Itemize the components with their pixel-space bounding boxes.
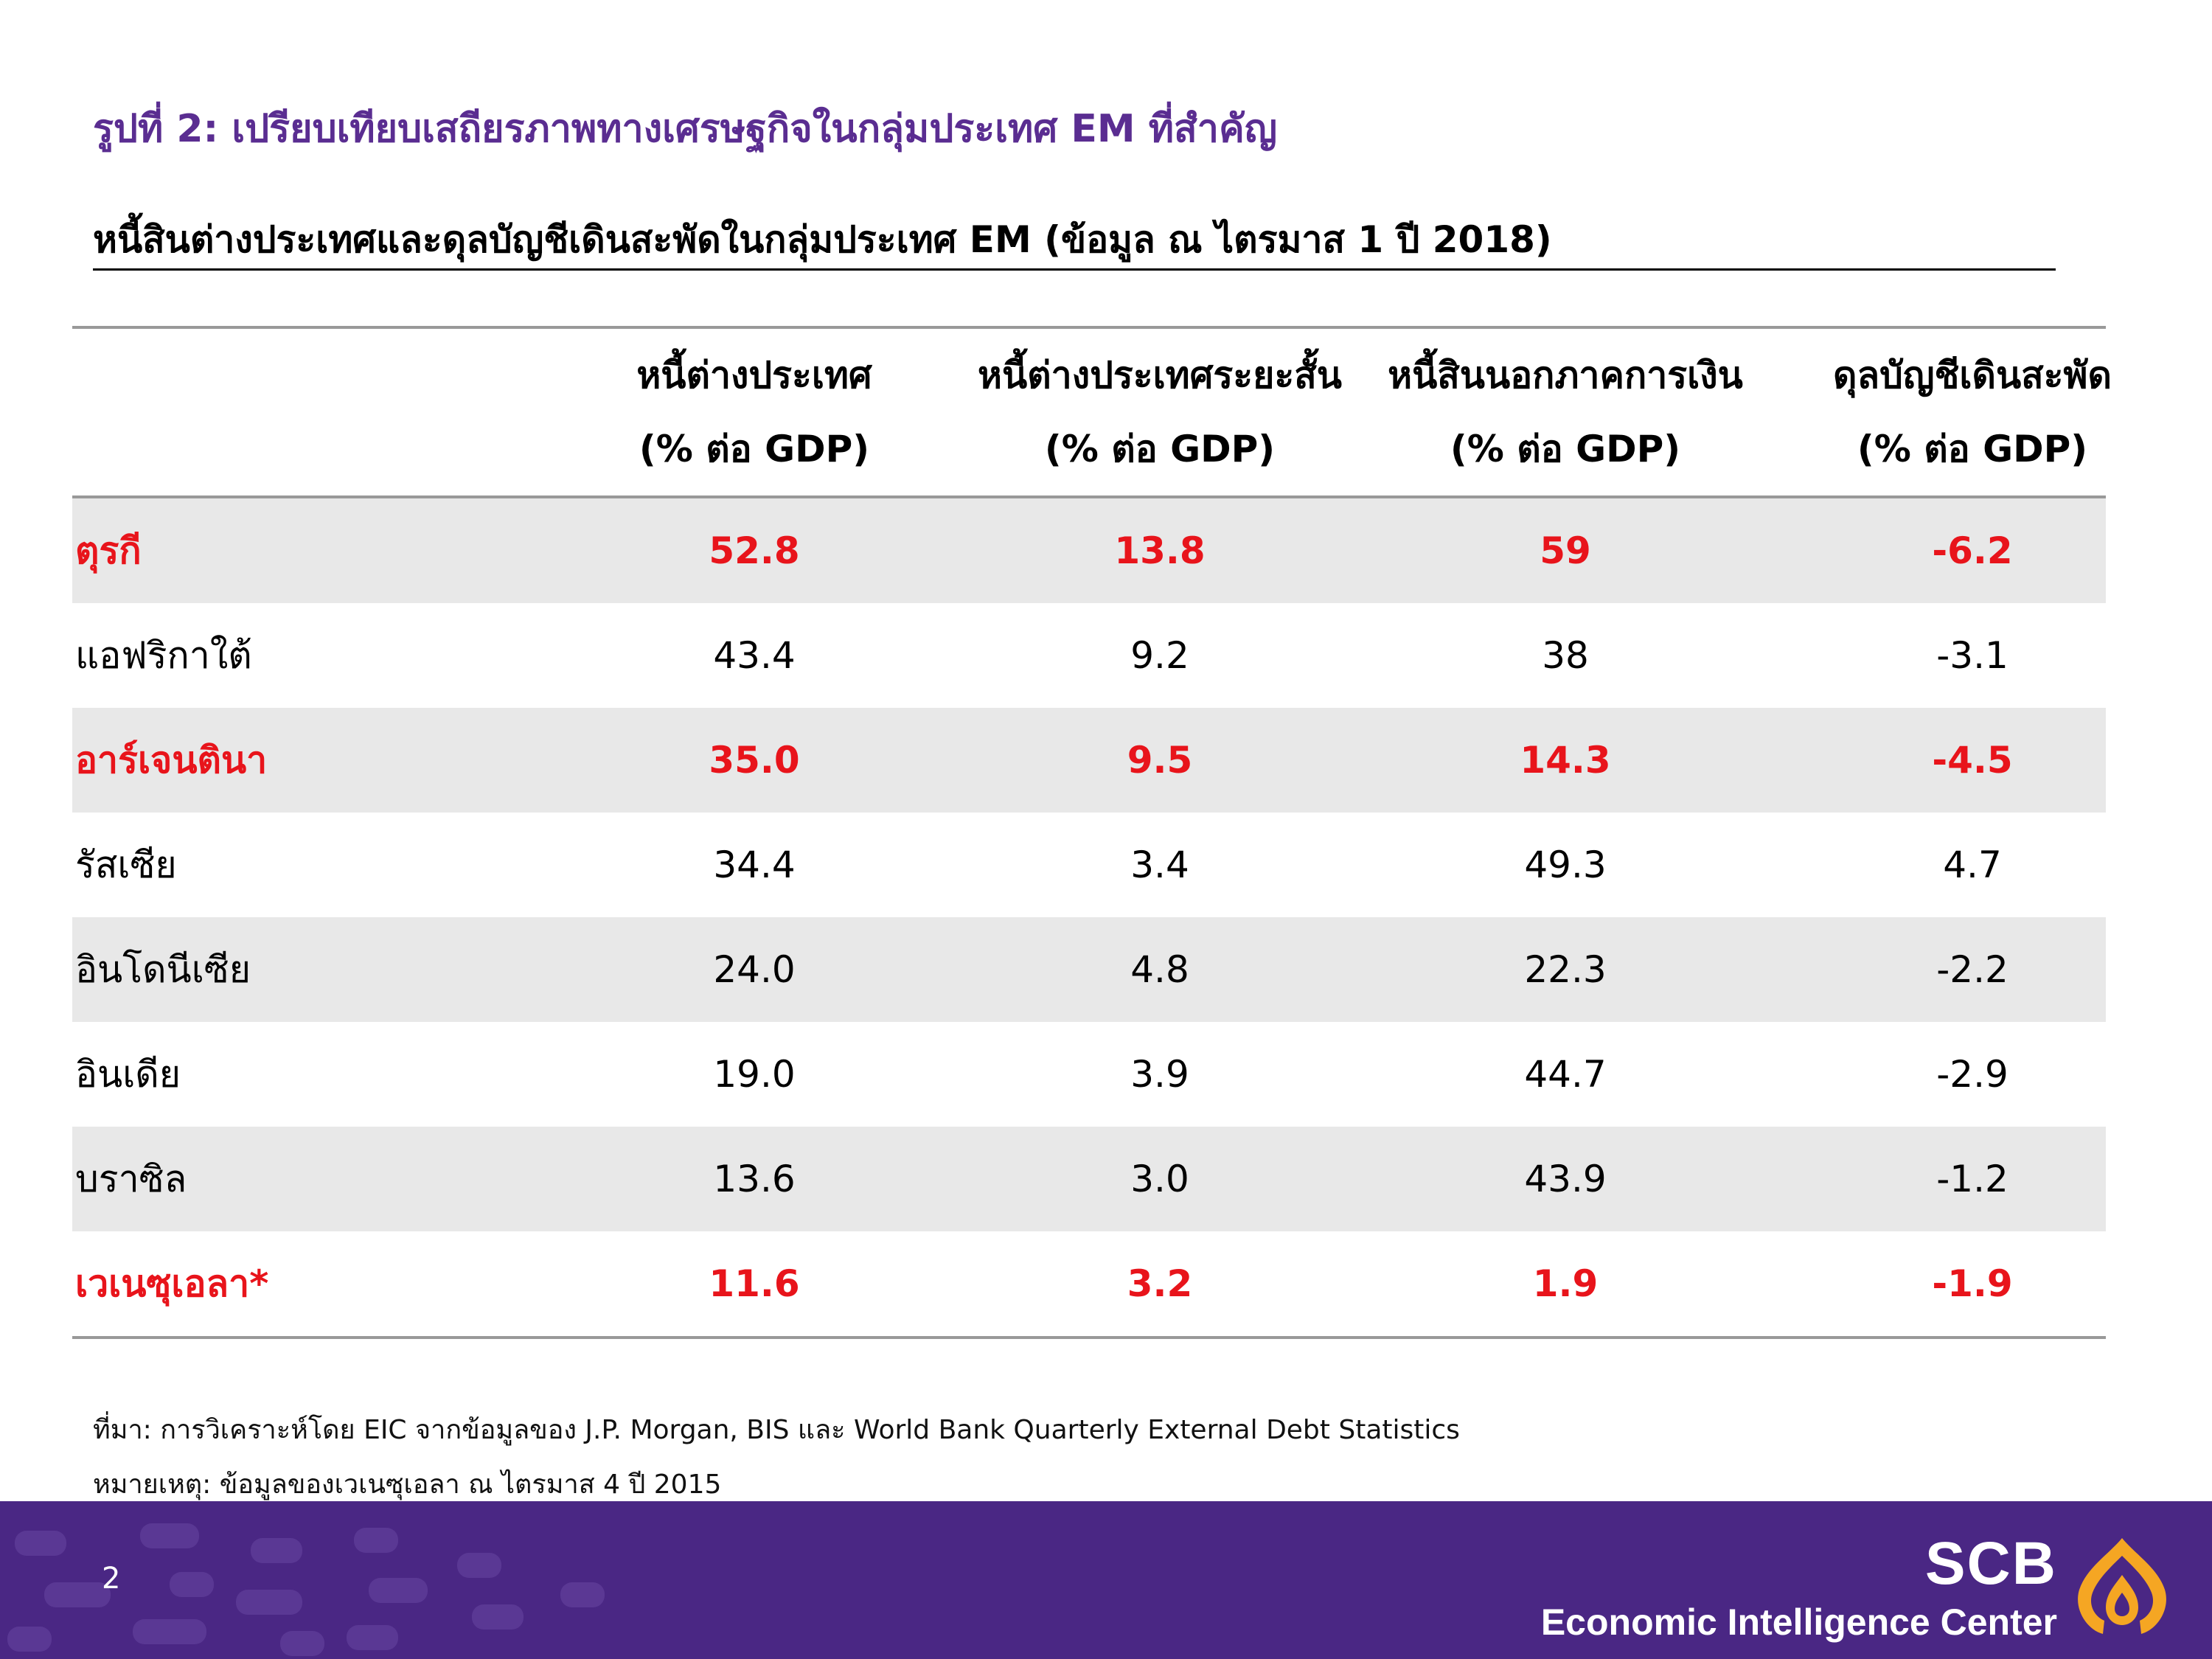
value-cell: 49.3 bbox=[1524, 844, 1607, 886]
source-note: ที่มา: การวิเคราะห์โดย EIC จากข้อมูลของ … bbox=[93, 1415, 1460, 1445]
table-header-rule bbox=[72, 495, 2106, 498]
value-cell: 4.7 bbox=[1943, 844, 2002, 886]
column-header-title: หนี้ต่างประเทศระยะสั้น bbox=[978, 354, 1342, 397]
value-cell: -1.9 bbox=[1932, 1262, 2013, 1305]
value-cell: 59 bbox=[1540, 529, 1591, 572]
country-name: บราซิล bbox=[75, 1157, 187, 1200]
figure-title: รูปที่ 2: เปรียบเทียบเสถียรภาพทางเศรษฐกิ… bbox=[93, 107, 1278, 151]
value-cell: 34.4 bbox=[713, 844, 796, 886]
footer-bar bbox=[0, 1501, 2212, 1659]
footer-pattern bbox=[7, 1523, 605, 1656]
country-name: อินโดนีเซีย bbox=[75, 947, 251, 991]
value-cell: -1.2 bbox=[1936, 1158, 2008, 1200]
column-header-unit: (% ต่อ GDP) bbox=[639, 428, 870, 470]
value-cell: 44.7 bbox=[1524, 1053, 1607, 1096]
value-cell: 43.4 bbox=[713, 634, 796, 677]
table-row: แอฟริกาใต้ 43.4 9.2 38 -3.1 bbox=[72, 603, 2106, 708]
column-header-title: หนี้สินนอกภาคการเงิน bbox=[1388, 354, 1743, 397]
brand-block: SCB Economic Intelligence Center bbox=[1541, 1531, 2057, 1644]
country-name: ตุรกี bbox=[75, 529, 142, 572]
column-header-unit: (% ต่อ GDP) bbox=[1044, 428, 1276, 470]
value-cell: 13.8 bbox=[1114, 529, 1206, 572]
table-row: บราซิล 13.6 3.0 43.9 -1.2 bbox=[72, 1127, 2106, 1231]
value-cell: 19.0 bbox=[713, 1053, 796, 1096]
value-cell: 9.2 bbox=[1130, 634, 1189, 677]
column-header-title: ดุลบัญชีเดินสะพัด bbox=[1833, 354, 2112, 397]
table-row: อาร์เจนตินา 35.0 9.5 14.3 -4.5 bbox=[72, 708, 2106, 813]
scb-logo-icon bbox=[2078, 1538, 2166, 1634]
table-row: ตุรกี 52.8 13.8 59 -6.2 bbox=[72, 498, 2106, 603]
column-header: หนี้ต่างประเทศ (% ต่อ GDP) bbox=[493, 329, 1016, 495]
value-cell: -2.9 bbox=[1936, 1053, 2008, 1096]
value-cell: -6.2 bbox=[1932, 529, 2013, 572]
value-cell: 35.0 bbox=[709, 739, 800, 782]
value-cell: 3.2 bbox=[1127, 1262, 1193, 1305]
value-cell: -3.1 bbox=[1936, 634, 2008, 677]
value-cell: 3.4 bbox=[1130, 844, 1189, 886]
country-name: แอฟริกาใต้ bbox=[75, 633, 252, 677]
table-row: เวเนซุเอลา* 11.6 3.2 1.9 -1.9 bbox=[72, 1231, 2106, 1336]
column-header: ดุลบัญชีเดินสะพัด (% ต่อ GDP) bbox=[1711, 329, 2212, 495]
column-header: หนี้ต่างประเทศระยะสั้น (% ต่อ GDP) bbox=[898, 329, 1422, 495]
value-cell: 38 bbox=[1542, 634, 1589, 677]
value-cell: -2.2 bbox=[1936, 948, 2008, 991]
value-cell: 9.5 bbox=[1127, 739, 1193, 782]
column-header-title: หนี้ต่างประเทศ bbox=[636, 354, 872, 397]
remark-note: หมายเหตุ: ข้อมูลของเวเนซุเอลา ณ ไตรมาส 4… bbox=[93, 1470, 722, 1500]
value-cell: 22.3 bbox=[1524, 948, 1607, 991]
country-name: อินเดีย bbox=[75, 1052, 181, 1096]
brand-name: SCB bbox=[1924, 1530, 2057, 1597]
value-cell: -4.5 bbox=[1932, 739, 2013, 782]
column-header: หนี้สินนอกภาคการเงิน (% ต่อ GDP) bbox=[1304, 329, 1827, 495]
column-header-unit: (% ต่อ GDP) bbox=[1857, 428, 2088, 470]
country-name: รัสเซีย bbox=[75, 843, 177, 886]
country-name: เวเนซุเอลา* bbox=[75, 1262, 269, 1305]
table-header-row: หนี้ต่างประเทศ (% ต่อ GDP) หนี้ต่างประเท… bbox=[72, 329, 2112, 495]
value-cell: 13.6 bbox=[713, 1158, 796, 1200]
value-cell: 14.3 bbox=[1520, 739, 1611, 782]
table-row: อินโดนีเซีย 24.0 4.8 22.3 -2.2 bbox=[72, 917, 2106, 1022]
value-cell: 1.9 bbox=[1532, 1262, 1599, 1305]
table-top-rule bbox=[72, 326, 2106, 329]
brand-subtitle: Economic Intelligence Center bbox=[1540, 1601, 2057, 1643]
column-header-unit: (% ต่อ GDP) bbox=[1450, 428, 1681, 470]
subtitle-underline bbox=[93, 268, 2056, 271]
value-cell: 3.0 bbox=[1130, 1158, 1189, 1200]
value-cell: 24.0 bbox=[713, 948, 796, 991]
value-cell: 43.9 bbox=[1524, 1158, 1607, 1200]
em-stability-table: หนี้ต่างประเทศ (% ต่อ GDP) หนี้ต่างประเท… bbox=[72, 326, 2112, 1339]
value-cell: 11.6 bbox=[709, 1262, 800, 1305]
table-subtitle: หนี้สินต่างประเทศและดุลบัญชีเดินสะพัดในก… bbox=[93, 218, 1552, 261]
value-cell: 3.9 bbox=[1130, 1053, 1189, 1096]
value-cell: 52.8 bbox=[709, 529, 800, 572]
table-row: รัสเซีย 34.4 3.4 49.3 4.7 bbox=[72, 813, 2106, 917]
value-cell: 4.8 bbox=[1130, 948, 1189, 991]
country-name: อาร์เจนตินา bbox=[75, 738, 268, 782]
page-number: 2 bbox=[102, 1562, 121, 1596]
table-body: ตุรกี 52.8 13.8 59 -6.2 แอฟริกาใต้ 43.4 9.2 38 -3… bbox=[72, 498, 2106, 1336]
table-bottom-rule bbox=[72, 1336, 2106, 1339]
table-row: อินเดีย 19.0 3.9 44.7 -2.9 bbox=[72, 1022, 2106, 1127]
